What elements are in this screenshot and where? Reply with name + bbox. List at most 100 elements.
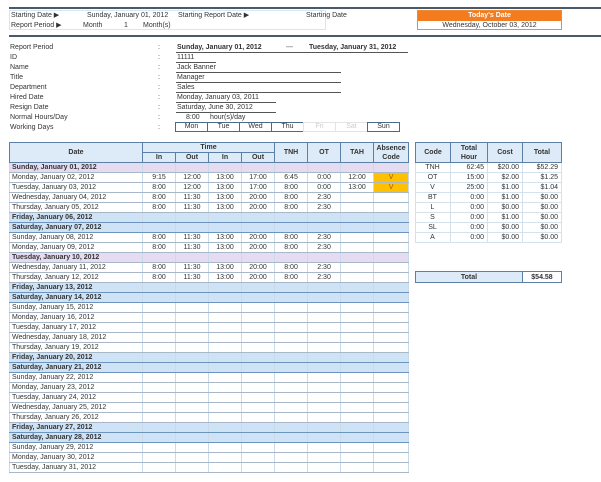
ot-cell[interactable] [307,392,342,403]
absence-code-cell[interactable] [373,192,410,203]
out2-cell[interactable]: 17:00 [241,172,276,183]
absence-code-cell[interactable] [373,222,410,233]
ot-cell[interactable]: 2:30 [307,232,342,243]
in2-cell[interactable]: 13:00 [208,182,242,193]
out1-cell[interactable]: 11:30 [175,242,209,253]
field-value[interactable]: 11111 [176,53,216,63]
absence-code-cell[interactable] [373,422,410,433]
out2-cell[interactable] [241,312,276,323]
field-value[interactable]: Saturday, June 30, 2012 [176,103,276,113]
day-toggle-thu[interactable]: Thu [271,122,304,132]
out2-cell[interactable] [241,442,276,453]
absence-code-cell[interactable] [373,212,410,223]
tah-cell[interactable] [340,302,375,313]
tah-cell[interactable] [340,352,375,363]
absence-code-cell[interactable] [373,302,410,313]
tnh-cell[interactable]: 8:00 [274,202,309,213]
cost-cell[interactable]: $20.00 [487,162,523,173]
day-toggle-mon[interactable]: Mon [175,122,208,132]
tah-cell[interactable] [340,232,375,243]
cost-cell[interactable]: $0.00 [487,222,523,233]
out1-cell[interactable]: 11:30 [175,272,209,283]
tah-cell[interactable] [340,272,375,283]
cost-cell[interactable]: $2.00 [487,172,523,183]
out2-cell[interactable]: 20:00 [241,202,276,213]
tah-cell[interactable] [340,462,375,473]
out1-cell[interactable] [175,292,209,303]
in1-cell[interactable]: 8:00 [142,192,176,203]
tnh-cell[interactable] [274,372,309,383]
tnh-cell[interactable]: 8:00 [274,192,309,203]
out2-cell[interactable] [241,462,276,473]
ot-cell[interactable] [307,332,342,343]
tnh-cell[interactable]: 8:00 [274,262,309,273]
in2-cell[interactable] [208,332,242,343]
tah-cell[interactable] [340,252,375,263]
tnh-cell[interactable] [274,222,309,233]
tah-cell[interactable] [340,452,375,463]
ot-cell[interactable]: 2:30 [307,242,342,253]
tah-cell[interactable] [340,432,375,443]
tnh-cell[interactable] [274,432,309,443]
ot-cell[interactable] [307,282,342,293]
in1-cell[interactable] [142,382,176,393]
tah-cell[interactable] [340,312,375,323]
out1-cell[interactable]: 11:30 [175,202,209,213]
tnh-cell[interactable] [274,452,309,463]
absence-code-cell[interactable] [373,352,410,363]
absence-code-cell[interactable] [373,332,410,343]
cost-cell[interactable]: $1.00 [487,192,523,203]
tnh-cell[interactable] [274,362,309,373]
tah-cell[interactable] [340,382,375,393]
out1-cell[interactable] [175,422,209,433]
in1-cell[interactable] [142,372,176,383]
absence-code-cell[interactable] [373,262,410,273]
tah-cell[interactable] [340,282,375,293]
in1-cell[interactable]: 8:00 [142,242,176,253]
in1-cell[interactable] [142,212,176,223]
absence-code-cell[interactable] [373,382,410,393]
absence-code-cell[interactable] [373,312,410,323]
absence-code-cell[interactable] [373,292,410,303]
field-value[interactable]: Monday, January 03, 2011 [176,93,276,103]
out2-cell[interactable] [241,212,276,223]
tnh-cell[interactable] [274,252,309,263]
tah-cell[interactable]: 13:00 [340,182,375,193]
in1-cell[interactable]: 9:15 [142,172,176,183]
tnh-cell[interactable] [274,442,309,453]
tnh-cell[interactable] [274,352,309,363]
tah-cell[interactable] [340,342,375,353]
ot-cell[interactable] [307,252,342,263]
ot-cell[interactable] [307,362,342,373]
out2-cell[interactable] [241,252,276,263]
out1-cell[interactable] [175,352,209,363]
period-unit-select[interactable]: Month [83,22,103,29]
starting-report-select[interactable]: Starting Date [306,12,347,19]
absence-code-cell[interactable] [373,452,410,463]
absence-code-cell[interactable] [373,272,410,283]
tah-cell[interactable] [340,162,375,173]
normal-hours-input[interactable]: 8:00 [186,114,200,121]
absence-code-cell[interactable] [373,342,410,353]
in1-cell[interactable] [142,432,176,443]
out2-cell[interactable]: 20:00 [241,232,276,243]
absence-code-cell[interactable] [373,162,410,173]
ot-cell[interactable] [307,462,342,473]
out1-cell[interactable]: 11:30 [175,192,209,203]
absence-code-cell[interactable] [373,402,410,413]
in2-cell[interactable] [208,162,242,173]
in2-cell[interactable] [208,212,242,223]
absence-code-cell[interactable] [373,432,410,443]
tnh-cell[interactable] [274,382,309,393]
tah-cell[interactable] [340,242,375,253]
in1-cell[interactable]: 8:00 [142,272,176,283]
in2-cell[interactable] [208,222,242,233]
out1-cell[interactable] [175,452,209,463]
day-toggle-tue[interactable]: Tue [207,122,240,132]
out1-cell[interactable] [175,412,209,423]
out1-cell[interactable] [175,252,209,263]
in1-cell[interactable]: 8:00 [142,182,176,193]
tah-cell[interactable] [340,402,375,413]
out2-cell[interactable]: 17:00 [241,182,276,193]
ot-cell[interactable]: 2:30 [307,272,342,283]
